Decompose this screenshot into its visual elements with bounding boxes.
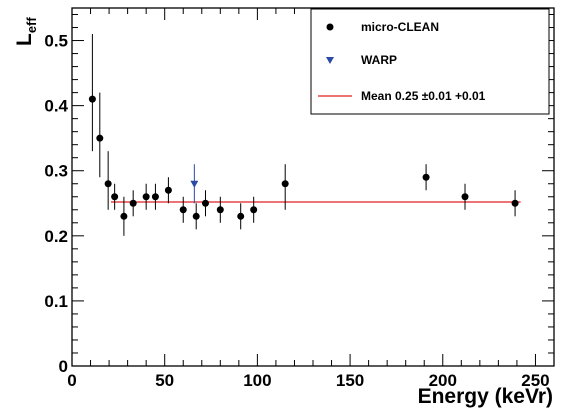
data-point-micro-clean	[142, 193, 150, 201]
data-point-micro-clean	[192, 212, 200, 220]
data-point-warp	[190, 180, 199, 188]
x-tick-label: 150	[336, 371, 364, 390]
plot-border	[71, 7, 555, 367]
y-axis-title: Leff	[13, 17, 39, 46]
y-tick-label: 0	[59, 357, 68, 376]
data-point-micro-clean	[511, 199, 519, 207]
y-tick-label: 0.1	[44, 292, 68, 311]
data-point-micro-clean	[151, 193, 159, 201]
data-point-micro-clean	[96, 134, 104, 142]
legend-label-mean: Mean 0.25 ±0.01 +0.01	[361, 89, 486, 103]
data-point-micro-clean	[129, 199, 137, 207]
x-tick-label: 50	[155, 371, 174, 390]
data-point-micro-clean	[237, 212, 245, 220]
data-point-micro-clean	[88, 95, 96, 103]
y-tick-label: 0.3	[44, 162, 68, 181]
x-tick-label: 250	[521, 371, 549, 390]
chart-axes: 0 50 100 150 200 250 0 0.1 0.2 0.3 0.4 0.5	[44, 8, 555, 390]
legend: micro-CLEAN WARP Mean 0.25 ±0.01 +0.01	[310, 8, 550, 115]
data-point-micro-clean	[281, 180, 289, 188]
y-axis-title-sub: eff	[24, 17, 39, 34]
data-point-micro-clean	[201, 199, 209, 207]
legend-label-warp: WARP	[361, 53, 397, 67]
legend-label-micro-clean: micro-CLEAN	[361, 20, 439, 34]
x-tick-label: 100	[243, 371, 271, 390]
legend-marker-warp	[326, 57, 334, 64]
x-tick-label: 0	[67, 371, 76, 390]
data-points-layer	[88, 34, 519, 236]
plot-frame	[71, 7, 555, 367]
data-point-micro-clean	[422, 173, 430, 181]
y-tick-label: 0.5	[44, 32, 68, 51]
data-point-micro-clean	[120, 212, 128, 220]
data-point-micro-clean	[250, 206, 258, 214]
data-point-micro-clean	[179, 206, 187, 214]
legend-marker-micro-clean	[326, 23, 334, 31]
x-axis-title: Energy (keVr)	[418, 385, 553, 408]
y-tick-label: 0.4	[44, 97, 68, 116]
data-point-micro-clean	[164, 186, 172, 194]
data-point-micro-clean	[111, 193, 119, 201]
x-tick-label: 200	[429, 371, 457, 390]
y-axis-title-main: L	[13, 33, 36, 46]
data-point-micro-clean	[104, 180, 112, 188]
data-point-micro-clean	[216, 206, 224, 214]
data-point-micro-clean	[461, 193, 469, 201]
y-tick-label: 0.2	[44, 227, 68, 246]
